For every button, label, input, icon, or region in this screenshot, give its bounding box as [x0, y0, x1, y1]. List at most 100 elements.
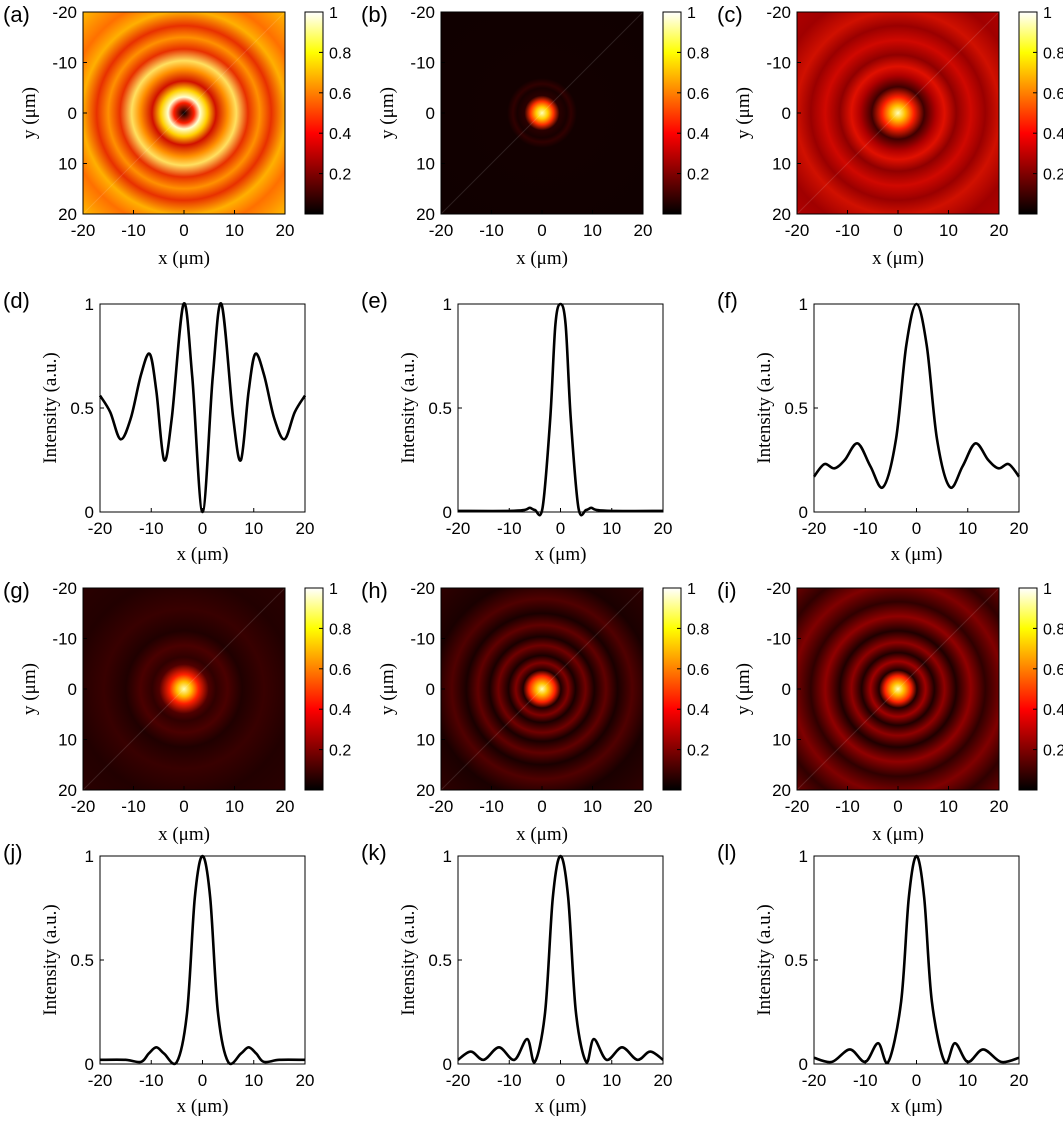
x-tick-label: 20: [654, 1071, 673, 1090]
plot-frame: [813, 303, 1020, 513]
intensity-line: [813, 854, 1020, 1065]
line-panel-f: -20 -10 0 10 20 0 0.5 1 x (μm) Intensity (a.u.) (f…: [717, 288, 1028, 565]
line-panel-e: -20 -10 0 10 20 0 0.5 1 x (μm) Intensity (a.u.) (e…: [361, 288, 672, 565]
y-axis-label: y (μm): [377, 663, 398, 715]
x-tick-label: -20: [429, 221, 454, 240]
x-tick-label: 0: [556, 1071, 565, 1090]
y-tick-label: -10: [766, 54, 791, 73]
x-tick-label: -20: [71, 221, 96, 240]
intensity-line: [457, 854, 664, 1064]
x-tick-label: 10: [244, 519, 263, 538]
x-axis-label: x (μm): [516, 248, 568, 269]
x-tick-label: 10: [602, 1071, 621, 1090]
x-tick-label: -10: [139, 519, 164, 538]
y-tick-label: 1: [443, 295, 452, 314]
x-tick-label: -10: [497, 519, 522, 538]
diagonal-artifact: [796, 587, 1000, 791]
y-tick-label: 20: [416, 781, 435, 800]
x-tick-label: 0: [537, 797, 546, 816]
x-tick-label: 10: [939, 221, 958, 240]
heatmap-image: [797, 588, 999, 790]
x-tick-label: -20: [88, 519, 113, 538]
y-tick-label: 0: [443, 1055, 452, 1074]
y-tick-label: 20: [416, 205, 435, 224]
y-axis-label: Intensity (a.u.): [754, 904, 775, 1015]
x-tick-label: 20: [296, 519, 315, 538]
x-tick-label: -10: [121, 221, 146, 240]
y-tick-label: 0.5: [70, 399, 94, 418]
x-tick-label: 20: [276, 221, 295, 240]
x-tick-label: -20: [446, 1071, 471, 1090]
diagonal-artifact: [440, 587, 644, 791]
colorbar-tick-label: 0.4: [329, 702, 351, 719]
y-tick-label: 20: [58, 205, 77, 224]
colorbar-tick-label: 0.2: [1043, 743, 1063, 760]
colorbar-tick-label: 0.8: [1043, 45, 1063, 62]
colorbar-tick-label: 0.6: [329, 662, 351, 679]
x-tick-label: -20: [446, 519, 471, 538]
y-tick-label: 0.5: [428, 399, 452, 418]
x-tick-label: 20: [990, 797, 1009, 816]
x-tick-label: -20: [785, 797, 810, 816]
x-axis-label: x (μm): [891, 544, 943, 565]
colorbar-tick-label: 0.2: [329, 743, 351, 760]
line-panel-d: -20 -10 0 10 20 0 0.5 1 x (μm) Intensity (a.u.) (d…: [3, 288, 314, 565]
y-tick-label: 0: [85, 503, 94, 522]
y-tick-label: -20: [410, 579, 435, 598]
intensity-line: [98, 302, 307, 514]
y-tick-label: -10: [410, 54, 435, 73]
colorbar: [304, 11, 324, 215]
x-tick-label: -10: [853, 1071, 878, 1090]
diagonal-artifact: [82, 587, 286, 791]
plot-frame: [99, 303, 306, 513]
colorbar-tick-label: 0.6: [1043, 662, 1063, 679]
x-tick-label: -10: [479, 221, 504, 240]
panel-label: (l): [717, 840, 737, 865]
x-tick-label: 0: [912, 519, 921, 538]
x-tick-label: 0: [893, 221, 902, 240]
x-axis-label: x (μm): [872, 824, 924, 845]
x-tick-label: 10: [225, 797, 244, 816]
panel-label: (e): [361, 288, 388, 313]
x-tick-label: 0: [179, 221, 188, 240]
y-tick-label: 0: [85, 1055, 94, 1074]
diagonal-artifact: [796, 11, 1000, 215]
x-tick-label: -10: [835, 221, 860, 240]
y-axis-label: Intensity (a.u.): [398, 352, 419, 463]
colorbar-tick-label: 0.2: [1043, 167, 1063, 184]
y-tick-label: 0.5: [428, 951, 452, 970]
colorbar: [1018, 11, 1038, 215]
x-tick-label: -20: [429, 797, 454, 816]
colorbar-tick-label: 0.4: [1043, 702, 1063, 719]
x-tick-label: -20: [88, 1071, 113, 1090]
x-tick-label: -10: [835, 797, 860, 816]
line-panel-k: -20 -10 0 10 20 0 0.5 1 x (μm) Intensity (a.u.) (k…: [361, 840, 672, 1117]
y-tick-label: -10: [52, 630, 77, 649]
x-axis-label: x (μm): [177, 544, 229, 565]
colorbar-tick-label: 0.4: [687, 126, 709, 143]
x-axis-label: x (μm): [177, 1096, 229, 1117]
y-tick-label: 10: [58, 155, 77, 174]
colorbar-tick-label: 0.6: [1043, 86, 1063, 103]
y-tick-label: 0.5: [70, 951, 94, 970]
x-tick-label: 20: [296, 1071, 315, 1090]
x-tick-label: 20: [634, 221, 653, 240]
y-tick-label: -10: [52, 54, 77, 73]
y-axis-label: Intensity (a.u.): [754, 352, 775, 463]
colorbar: [1018, 587, 1038, 791]
y-tick-label: 0.5: [784, 399, 808, 418]
colorbar-tick-label: 0.2: [687, 743, 709, 760]
y-tick-label: 0: [68, 104, 77, 123]
y-tick-label: 10: [58, 731, 77, 750]
y-tick-label: 0: [443, 503, 452, 522]
y-tick-label: 10: [772, 155, 791, 174]
x-axis-label: x (μm): [158, 824, 210, 845]
x-tick-label: 10: [583, 221, 602, 240]
panel-label: (k): [361, 840, 387, 865]
plot-frame: [813, 855, 1020, 1065]
colorbar-tick-label: 0.8: [329, 45, 351, 62]
heatmap-image: [441, 588, 643, 790]
diagonal-artifact: [82, 11, 286, 215]
